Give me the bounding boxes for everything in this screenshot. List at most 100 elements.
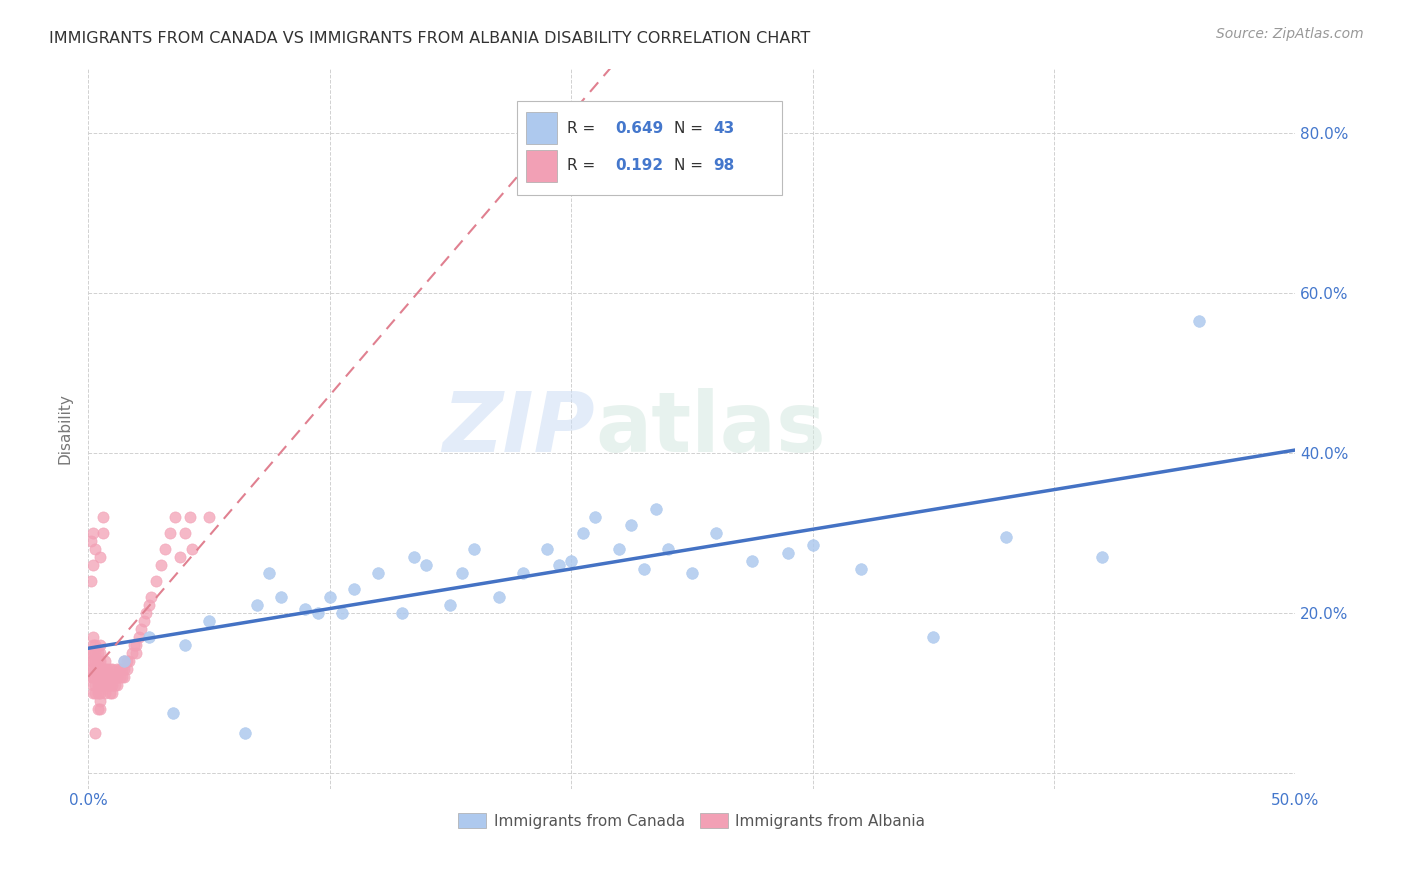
- Point: [87, 661, 110, 675]
- Point: [84, 685, 107, 699]
- Point: [84, 725, 107, 739]
- Point: [620, 517, 643, 532]
- Point: [155, 541, 177, 556]
- Point: [79, 533, 101, 548]
- FancyBboxPatch shape: [517, 101, 782, 194]
- Text: R =: R =: [568, 120, 600, 136]
- Point: [129, 622, 152, 636]
- Point: [104, 677, 127, 691]
- Point: [318, 590, 340, 604]
- Point: [115, 661, 138, 675]
- Point: [112, 653, 135, 667]
- Point: [91, 669, 114, 683]
- Point: [270, 590, 292, 604]
- Point: [96, 669, 118, 683]
- Point: [101, 669, 124, 683]
- Point: [79, 661, 101, 675]
- Point: [343, 582, 366, 596]
- Point: [105, 669, 128, 683]
- Point: [94, 661, 117, 675]
- Point: [79, 574, 101, 588]
- Point: [82, 558, 104, 572]
- Point: [82, 677, 104, 691]
- Point: [94, 669, 117, 683]
- Point: [98, 677, 121, 691]
- Point: [849, 561, 872, 575]
- Point: [108, 661, 131, 675]
- Point: [89, 646, 111, 660]
- Point: [111, 661, 134, 675]
- Point: [84, 669, 107, 683]
- FancyBboxPatch shape: [526, 112, 557, 145]
- Point: [139, 590, 162, 604]
- Text: 98: 98: [713, 158, 735, 173]
- Point: [94, 653, 117, 667]
- Point: [633, 561, 655, 575]
- Point: [135, 606, 157, 620]
- Point: [91, 509, 114, 524]
- Point: [105, 677, 128, 691]
- Point: [145, 574, 167, 588]
- Point: [112, 661, 135, 675]
- Point: [165, 509, 187, 524]
- Point: [198, 614, 221, 628]
- Point: [657, 541, 679, 556]
- Point: [246, 598, 269, 612]
- Text: N =: N =: [673, 120, 707, 136]
- Point: [583, 509, 606, 524]
- Point: [89, 677, 111, 691]
- Point: [572, 525, 595, 540]
- Point: [138, 598, 160, 612]
- Point: [149, 558, 172, 572]
- Point: [367, 566, 389, 580]
- Text: N =: N =: [673, 158, 707, 173]
- Point: [391, 606, 413, 620]
- Point: [125, 646, 148, 660]
- Text: Source: ZipAtlas.com: Source: ZipAtlas.com: [1216, 27, 1364, 41]
- Point: [536, 541, 558, 556]
- Point: [101, 677, 124, 691]
- Point: [439, 598, 461, 612]
- Point: [87, 677, 110, 691]
- Point: [778, 545, 800, 559]
- Point: [404, 549, 426, 564]
- Point: [922, 630, 945, 644]
- Point: [704, 525, 727, 540]
- Point: [104, 669, 127, 683]
- Point: [1188, 313, 1211, 327]
- Point: [111, 669, 134, 683]
- Point: [125, 638, 148, 652]
- Point: [198, 509, 221, 524]
- Text: 0.649: 0.649: [616, 120, 664, 136]
- Point: [122, 638, 145, 652]
- Point: [159, 525, 181, 540]
- Point: [89, 693, 111, 707]
- Point: [94, 685, 117, 699]
- Point: [84, 646, 107, 660]
- Point: [257, 566, 280, 580]
- Point: [89, 661, 111, 675]
- Point: [105, 661, 128, 675]
- Point: [162, 706, 184, 720]
- Point: [79, 646, 101, 660]
- Point: [101, 661, 124, 675]
- FancyBboxPatch shape: [526, 150, 557, 182]
- Point: [91, 525, 114, 540]
- Point: [101, 685, 124, 699]
- Point: [82, 630, 104, 644]
- Point: [82, 669, 104, 683]
- Text: atlas: atlas: [595, 388, 825, 469]
- Point: [84, 677, 107, 691]
- Point: [87, 669, 110, 683]
- Point: [112, 653, 135, 667]
- Point: [132, 614, 155, 628]
- Point: [98, 685, 121, 699]
- Point: [91, 661, 114, 675]
- Point: [89, 685, 111, 699]
- Point: [560, 553, 582, 567]
- Point: [415, 558, 437, 572]
- Point: [294, 601, 316, 615]
- Text: 43: 43: [713, 120, 735, 136]
- Text: 0.192: 0.192: [616, 158, 664, 173]
- Point: [451, 566, 474, 580]
